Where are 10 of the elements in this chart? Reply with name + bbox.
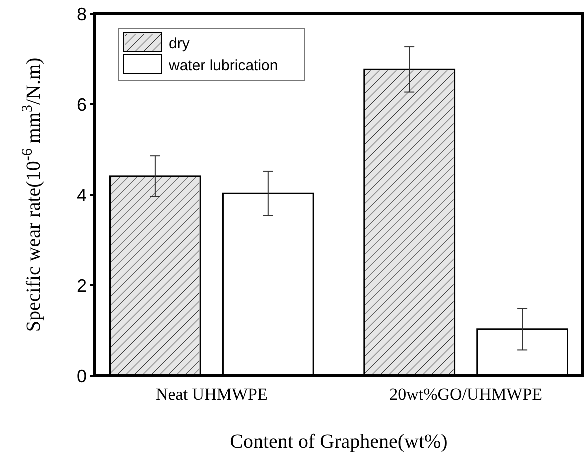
legend-label: dry bbox=[169, 35, 190, 52]
y-tick-label: 2 bbox=[76, 276, 87, 296]
y-tick-label: 8 bbox=[76, 4, 87, 24]
y-tick-label: 6 bbox=[76, 94, 87, 115]
x-tick-label: Neat UHMWPE bbox=[156, 385, 268, 404]
y-tick-label: 4 bbox=[76, 185, 87, 206]
x-tick-label: 20wt%GO/UHMWPE bbox=[390, 385, 543, 404]
legend-label: water lubrication bbox=[168, 57, 278, 74]
y-tick-label: 0 bbox=[76, 366, 87, 386]
x-axis-title: Content of Graphene(wt%) bbox=[230, 431, 448, 453]
